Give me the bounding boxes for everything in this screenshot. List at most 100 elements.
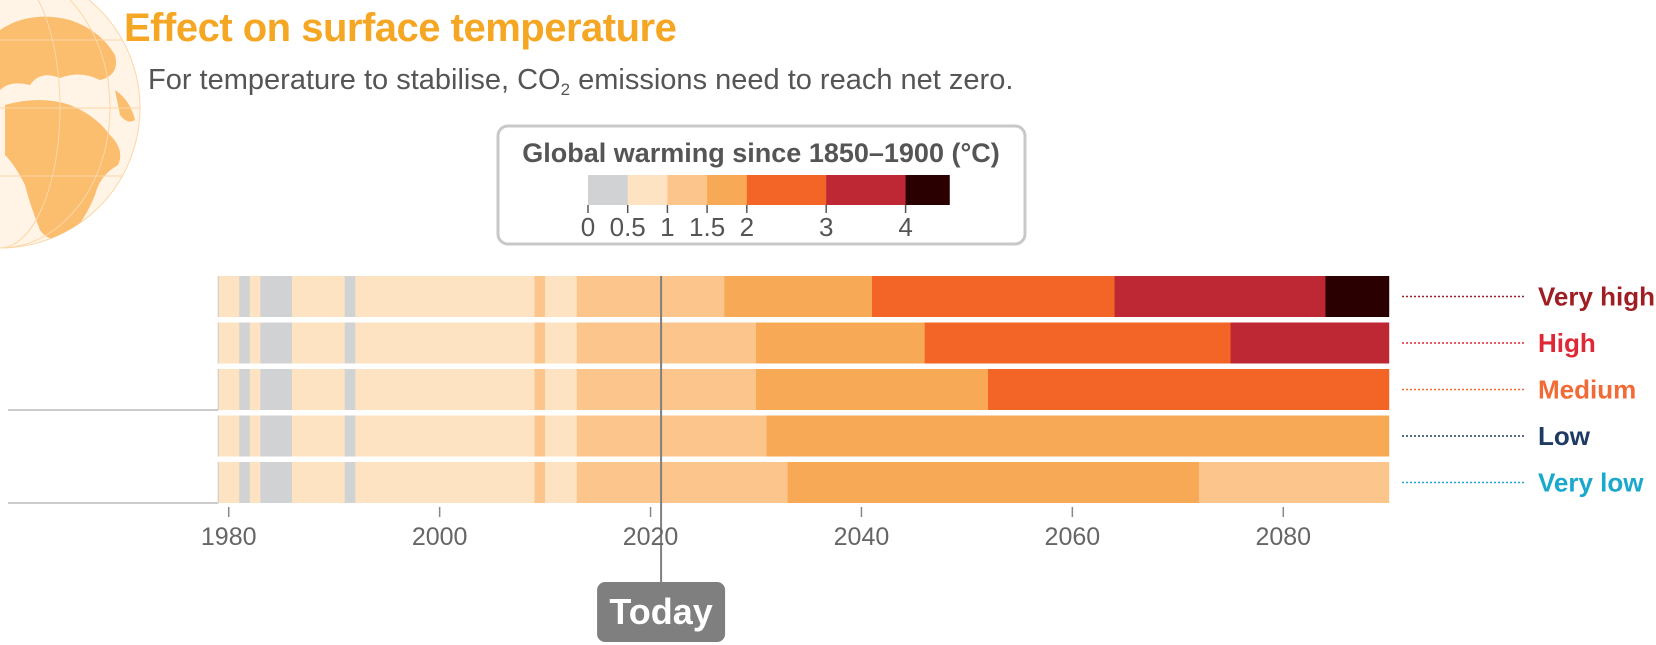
heat-cell <box>576 369 662 410</box>
scenario-row: Low <box>217 415 1591 457</box>
heat-cell <box>534 276 546 317</box>
heat-cell <box>756 369 989 410</box>
heat-cell <box>260 276 293 317</box>
heat-cell <box>576 462 662 503</box>
heat-cell <box>355 322 536 364</box>
heat-cell <box>545 369 578 410</box>
heat-cell <box>249 276 261 317</box>
legend-swatch <box>627 175 668 205</box>
heat-cell <box>355 276 536 317</box>
legend-tick-label: 4 <box>898 212 912 242</box>
today-box <box>597 582 726 642</box>
heat-cell <box>239 415 251 457</box>
heat-cell <box>924 322 1232 364</box>
scenario-row: Medium <box>217 369 1636 410</box>
legend-tick-label: 2 <box>740 212 754 242</box>
heat-cell <box>344 369 356 410</box>
heat-cell <box>292 462 346 503</box>
heat-cell <box>218 415 240 457</box>
heat-cell <box>661 276 725 317</box>
heat-cell <box>545 322 578 364</box>
heat-cell <box>260 415 293 457</box>
x-tick-label: 1980 <box>201 523 257 551</box>
heat-cell <box>661 322 757 364</box>
heat-cell <box>545 276 578 317</box>
heat-cell <box>576 322 662 364</box>
heat-cell <box>355 462 536 503</box>
heat-cell <box>344 322 356 364</box>
heat-cell <box>218 369 240 410</box>
heat-cell <box>661 462 789 503</box>
heat-cell <box>1198 462 1390 503</box>
heat-cell <box>576 415 662 457</box>
scenario-label: Low <box>1538 421 1591 451</box>
legend-tick-label: 1 <box>660 212 674 242</box>
heat-cell <box>766 415 1390 457</box>
heat-cell <box>545 462 578 503</box>
heat-cell <box>292 276 346 317</box>
heat-cell <box>249 369 261 410</box>
heat-cell <box>249 415 261 457</box>
heat-cell <box>218 322 240 364</box>
heat-cell <box>872 276 1116 317</box>
heat-cell <box>239 462 251 503</box>
heat-cell <box>260 462 293 503</box>
heat-cell <box>292 415 346 457</box>
heat-cell <box>344 415 356 457</box>
legend-tick-label: 0 <box>581 212 595 242</box>
subtitle-subscript: 2 <box>560 80 571 99</box>
today-label: Today <box>609 591 712 632</box>
legend: Global warming since 1850–1900 (°C) 0 0.5… <box>496 124 1027 246</box>
x-tick-label: 2080 <box>1255 523 1311 551</box>
heat-cell <box>249 322 261 364</box>
heat-cell <box>534 322 546 364</box>
heat-cell <box>545 415 578 457</box>
legend-swatch <box>746 175 827 205</box>
heat-cell <box>239 322 251 364</box>
heat-cell <box>724 276 873 317</box>
heat-cell <box>355 369 536 410</box>
scenario-label: Very low <box>1538 468 1644 498</box>
heat-cell <box>576 276 662 317</box>
scenario-row: Very high <box>217 276 1655 317</box>
subtitle-text-post: emissions need to reach net zero. <box>570 64 1014 96</box>
heat-cell <box>756 322 926 364</box>
legend-swatch <box>905 175 950 205</box>
scenario-label: High <box>1538 328 1596 358</box>
heat-cell <box>661 415 768 457</box>
subtitle-text-pre: For temperature to stabilise, CO <box>148 64 561 96</box>
scenario-label: Medium <box>1538 375 1636 405</box>
heat-cell <box>239 276 251 317</box>
legend-swatch <box>588 175 629 205</box>
heat-cell <box>260 369 293 410</box>
heat-cell <box>239 369 251 410</box>
scenario-label: Very high <box>1538 282 1655 312</box>
heat-cell <box>534 369 546 410</box>
heat-cell <box>355 415 536 457</box>
x-tick-label: 2060 <box>1045 523 1101 551</box>
heat-cell <box>218 462 240 503</box>
legend-tick-label: 1.5 <box>689 212 725 242</box>
heat-cell <box>1114 276 1326 317</box>
x-tick-label: 2000 <box>412 523 468 551</box>
scenario-row: High <box>217 322 1596 364</box>
heat-cell <box>218 276 240 317</box>
heat-cell <box>344 462 356 503</box>
heat-cell <box>787 462 1200 503</box>
x-tick-label: 2040 <box>834 523 890 551</box>
legend-title: Global warming since 1850–1900 (°C) <box>522 138 1000 168</box>
x-tick-label: 2020 <box>623 523 679 551</box>
heat-cell <box>534 415 546 457</box>
heat-cell <box>292 322 346 364</box>
heat-cell <box>344 276 356 317</box>
legend-swatch <box>826 175 907 205</box>
legend-swatch <box>667 175 708 205</box>
chart-subtitle: For temperature to stabilise, CO2 emissi… <box>148 64 1014 99</box>
heat-cell <box>661 369 757 410</box>
heat-cell <box>534 462 546 503</box>
legend-swatch <box>707 175 748 205</box>
scenario-row: Very low <box>217 462 1644 503</box>
heat-cell <box>249 462 261 503</box>
heat-cell <box>1325 276 1390 317</box>
